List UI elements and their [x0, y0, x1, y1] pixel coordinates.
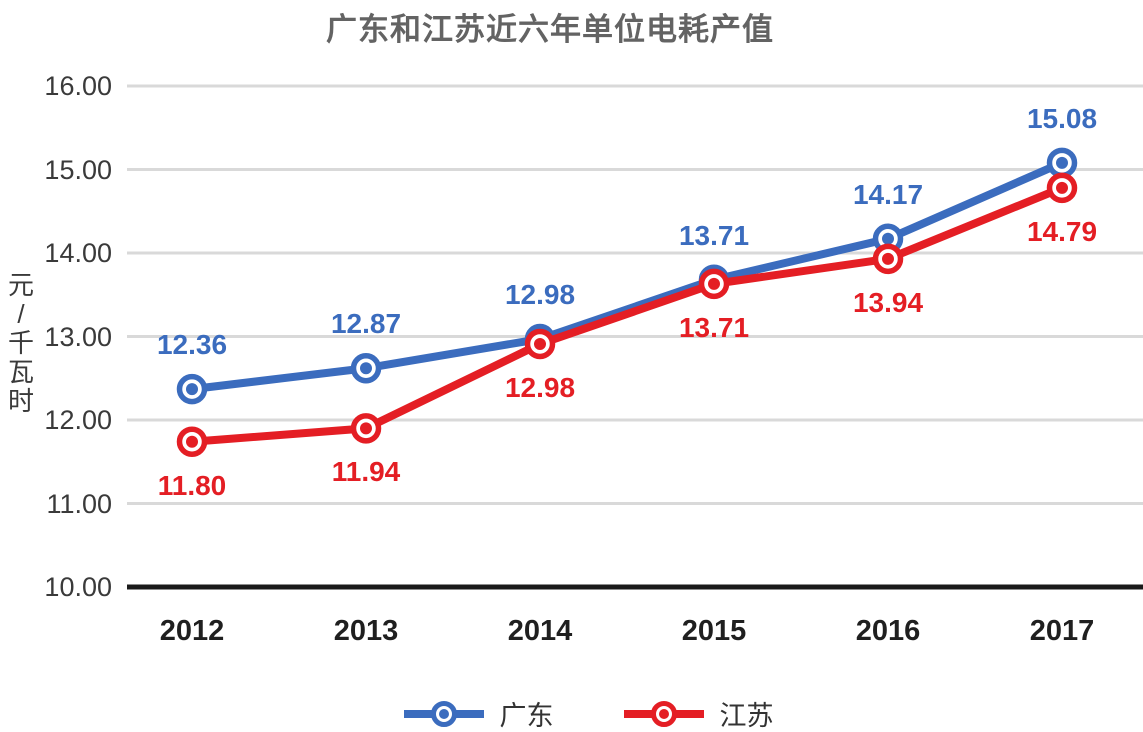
series-line-guangdong [191, 159, 1064, 394]
x-tick-label: 2012 [159, 615, 225, 647]
y-tick-label: 14.00 [44, 238, 112, 268]
x-tick-label: 2015 [681, 615, 747, 647]
series-line-jiangsu [191, 184, 1064, 446]
data-label: 13.71 [678, 311, 750, 343]
data-label: 12.98 [504, 279, 576, 310]
data-label: 11.80 [157, 469, 227, 501]
data-point-marker-core [186, 383, 198, 396]
x-tick-label: 2014 [507, 615, 573, 647]
y-axis-title: 元 / 千 瓦 时 [7, 270, 34, 416]
x-tick-label: 2013 [333, 615, 399, 647]
data-point-marker-core [1056, 156, 1068, 169]
data-label: 12.87 [330, 308, 402, 340]
legend: 广东 江苏 [0, 694, 1143, 732]
data-label: 13.94 [852, 286, 924, 318]
legend-item: 广东 [403, 694, 554, 732]
data-point-marker-core [882, 252, 894, 265]
data-point-marker-core [1056, 181, 1068, 194]
data-label: 12.36 [156, 329, 228, 361]
legend-label: 广东 [499, 701, 554, 731]
legend-item: 江苏 [623, 694, 774, 732]
data-label: 11.94 [331, 456, 401, 488]
data-point-marker-core [360, 422, 372, 435]
chart-title: 广东和江苏近六年单位电耗产值 [326, 12, 774, 47]
data-label: 13.71 [678, 219, 750, 251]
data-point-marker-core [534, 338, 546, 351]
legend-label: 江苏 [719, 701, 774, 731]
data-point-marker-core [186, 435, 198, 448]
data-point-marker-core [708, 277, 720, 290]
data-label: 14.17 [852, 178, 924, 210]
data-label: 15.08 [1026, 102, 1098, 134]
data-label: 12.98 [504, 372, 576, 403]
y-tick-label: 11.00 [46, 488, 112, 519]
y-tick-label: 13.00 [44, 321, 112, 352]
y-tick-label: 12.00 [44, 405, 112, 435]
x-tick-label: 2017 [1029, 615, 1095, 647]
legend-marker-icon [623, 700, 704, 727]
data-label: 14.79 [1026, 215, 1098, 247]
y-tick-label: 15.00 [44, 154, 112, 185]
legend-marker-icon [403, 700, 484, 727]
data-point-marker-core [360, 362, 372, 375]
y-tick-label: 16.00 [44, 71, 112, 101]
y-tick-label: 10.00 [44, 572, 112, 602]
data-point-marker-core [882, 232, 894, 245]
x-tick-label: 2016 [855, 615, 921, 647]
